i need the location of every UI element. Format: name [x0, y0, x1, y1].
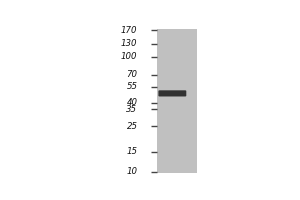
Text: 100: 100 [121, 52, 137, 61]
Text: 55: 55 [127, 82, 137, 91]
Bar [157, 29, 197, 173]
Text: 35: 35 [127, 105, 137, 114]
Text: 40: 40 [127, 98, 137, 107]
FancyBboxPatch shape [158, 90, 186, 96]
Text: 10: 10 [127, 167, 137, 176]
Text: 15: 15 [127, 147, 137, 156]
Text: 70: 70 [127, 70, 137, 79]
Text: 130: 130 [121, 39, 137, 48]
Text: 170: 170 [121, 26, 137, 35]
Text: 25: 25 [127, 122, 137, 131]
